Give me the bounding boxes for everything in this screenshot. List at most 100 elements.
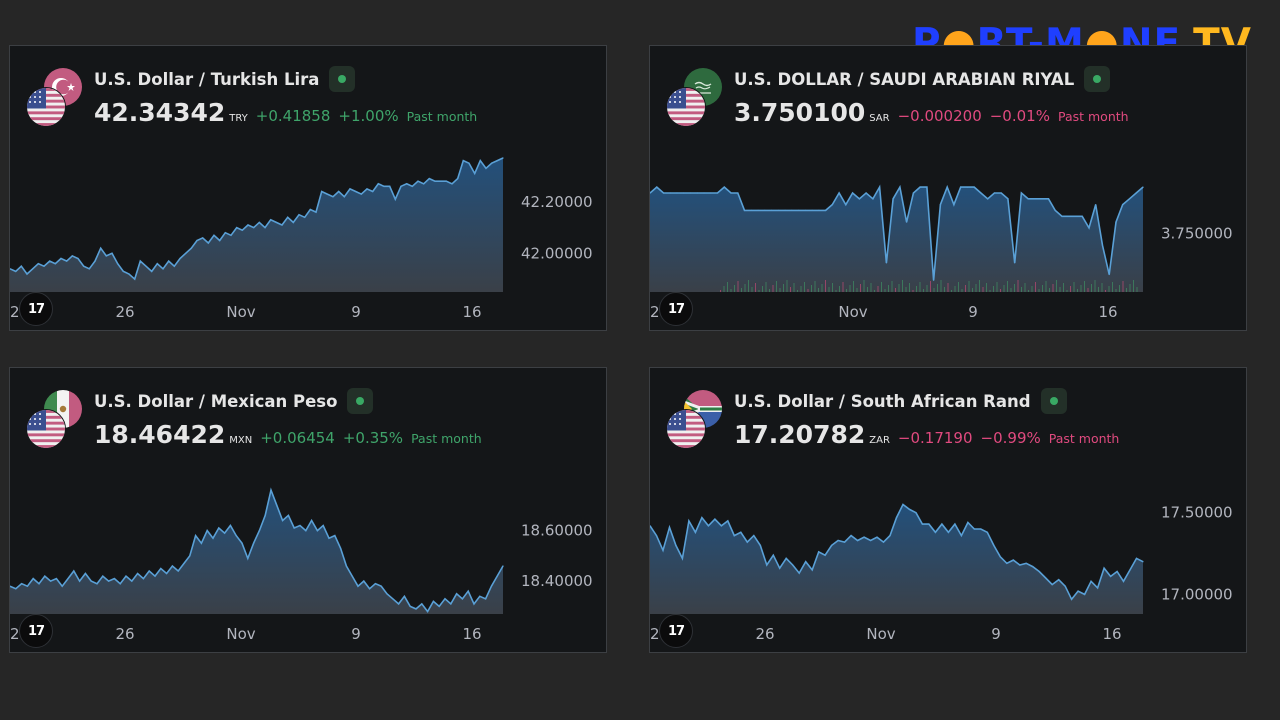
data-point [77,257,79,260]
data-point [264,514,266,516]
volume-bar [744,284,746,292]
data-point [966,186,968,188]
widget-usd-try[interactable]: U.S. Dollar / Turkish Lira 42.34342 TRY … [9,45,607,331]
volume-bar [1108,286,1110,292]
tradingview-logo-icon[interactable]: 17 [19,614,53,648]
price-chart[interactable]: 3.750000 2 Nov 9 16 [650,46,1247,331]
data-point [400,185,402,187]
data-point [485,167,487,169]
tradingview-logo-icon[interactable]: 17 [19,292,53,326]
data-point [1088,227,1090,229]
x-tick-label: 16 [1098,303,1117,321]
data-point [863,536,865,538]
volume-bar [1112,282,1113,292]
pair-title[interactable]: U.S. Dollar / South African Rand [734,391,1031,411]
data-point [791,209,793,211]
widget-usd-zar[interactable]: U.S. Dollar / South African Rand 17.2078… [649,367,1247,653]
data-point [219,239,221,242]
x-tick-label: 2 [10,625,20,643]
currency-code: SAR [869,113,890,124]
data-point [811,569,813,571]
volume-bar [1080,285,1082,292]
data-point [190,247,192,249]
data-point [479,160,481,162]
data-point [730,192,732,194]
data-point [213,234,215,236]
data-point [753,535,755,537]
volume-bar [1038,289,1040,292]
price-change: −0.17190 [897,429,973,447]
pair-title[interactable]: U.S. Dollar / Turkish Lira [94,69,320,89]
data-point [247,224,249,226]
data-point [55,578,58,580]
data-point [218,527,220,529]
data-point [746,541,748,543]
data-point [338,190,340,193]
volume-bar [741,288,742,292]
price: 17.20782 [734,420,866,449]
price-change-percent: +0.35% [342,429,404,447]
data-point [386,593,388,595]
tradingview-logo-icon[interactable]: 17 [659,292,693,326]
volume-bar [954,286,956,292]
data-point [1135,557,1138,559]
data-point [1025,562,1027,564]
data-point [792,564,794,566]
price-change-percent: +1.00% [338,107,399,125]
price-chart[interactable]: 18.60000 18.40000 2 26 Nov 9 16 [10,368,607,653]
price-chart[interactable]: 17.50000 17.00000 2 26 Nov 9 16 [650,368,1247,653]
market-open-badge [329,66,356,92]
data-point [1068,215,1070,217]
us-flag-icon [26,87,66,127]
data-point [351,575,353,577]
volume-bar [797,290,798,292]
data-point [1129,569,1131,571]
volume-bar [968,281,970,292]
data-point [723,186,725,188]
series-area [650,504,1143,614]
data-point [1058,579,1060,581]
tradingview-logo-icon[interactable]: 17 [659,614,693,648]
volume-bar [832,283,833,292]
data-point [394,198,396,200]
data-point [145,265,147,267]
data-point [293,527,295,529]
data-point [432,600,434,602]
data-point [805,561,807,563]
data-point [1084,593,1086,595]
data-point [804,209,806,211]
data-point [980,528,982,530]
data-point [328,537,330,539]
data-point [946,186,948,188]
price-change-percent: −0.99% [980,429,1041,447]
data-point [785,557,787,559]
price-chart[interactable]: 42.20000 42.00000 2 26 Nov 9 16 [10,46,607,331]
pair-title[interactable]: U.S. Dollar / Mexican Peso [94,391,338,411]
widget-usd-mxn[interactable]: U.S. Dollar / Mexican Peso 18.46422 MXN … [9,367,607,653]
volume-bar [811,285,812,292]
data-point [908,508,911,510]
data-point [281,224,283,226]
change-period: Past month [1048,431,1120,446]
data-point [119,583,121,585]
data-point [921,523,923,525]
volume-bar [1007,281,1008,292]
x-tick-label: 16 [1102,625,1121,643]
data-point [973,186,975,188]
data-point [993,192,995,194]
market-open-badge [1040,388,1067,414]
data-point [502,157,504,159]
data-point [1041,198,1043,200]
volume-bar [937,284,938,292]
data-point [26,585,28,587]
data-point [411,185,413,187]
data-point [49,260,51,262]
widget-usd-sar[interactable]: U.S. DOLLAR / SAUDI ARABIAN RIYAL 3.7501… [649,45,1247,331]
x-tick-label: Nov [838,303,867,321]
data-point [902,503,904,506]
price-change: +0.41858 [255,107,331,125]
data-point [357,585,359,587]
pair-title[interactable]: U.S. DOLLAR / SAUDI ARABIAN RIYAL [734,69,1075,89]
data-point [171,565,173,567]
data-point [438,605,440,607]
